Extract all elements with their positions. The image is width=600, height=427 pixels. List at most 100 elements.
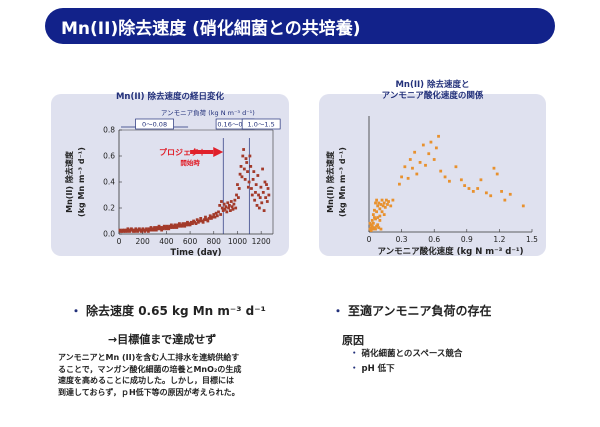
data-point	[484, 191, 488, 195]
data-point	[257, 206, 261, 210]
left-chart-title: Mn(II) 除去速度の経日変化	[115, 92, 225, 102]
x-tick-label: 0	[367, 235, 372, 244]
data-point	[133, 230, 137, 233]
data-point	[382, 201, 386, 205]
data-point	[252, 170, 256, 173]
data-point	[448, 179, 451, 183]
data-point	[492, 166, 496, 170]
paragraph-line: ることで，マンガン酸化細菌の培養とMnO₂の生成	[58, 364, 242, 374]
data-point	[398, 182, 401, 186]
data-point	[146, 230, 150, 233]
data-point	[500, 190, 503, 193]
data-point	[378, 219, 382, 222]
data-point	[225, 210, 229, 214]
left-bullet-text: 除去速度 0.65 kg Mn m⁻³ d⁻¹	[86, 304, 266, 318]
data-point	[246, 185, 250, 189]
data-point	[220, 206, 224, 210]
data-point	[262, 209, 266, 212]
left-chart-panel: Mn(II) 除去速度の経日変化 0 200 400 600 800 1000 1200 0.…	[51, 92, 289, 256]
data-point	[381, 204, 385, 208]
data-point	[232, 202, 236, 206]
data-point	[212, 213, 216, 216]
data-point	[242, 148, 246, 151]
data-point	[214, 211, 218, 215]
data-point	[443, 175, 447, 179]
data-point	[254, 191, 257, 194]
project-arrow-head-icon	[213, 147, 224, 157]
y-axis-label-line2: (kg Mn m⁻³ d⁻¹)	[77, 147, 86, 217]
data-point	[476, 187, 480, 190]
x-tick-label: 200	[136, 237, 151, 246]
data-point	[241, 154, 245, 158]
x-tick-label: 1200	[252, 237, 271, 246]
data-point	[175, 226, 179, 229]
data-point	[471, 190, 475, 193]
data-point	[231, 207, 235, 211]
data-point	[169, 226, 172, 229]
data-point	[164, 227, 168, 231]
data-point	[201, 220, 205, 224]
data-point	[479, 178, 483, 182]
x-axis-label: アンモニア酸化速度 (kg N m⁻³ d⁻¹)	[378, 246, 524, 256]
data-point	[234, 206, 238, 210]
x-tick-label: 0.9	[461, 235, 473, 244]
data-point	[369, 229, 373, 232]
data-point	[167, 227, 171, 231]
data-point	[162, 227, 165, 231]
right-item-1: ・硝化細菌とのスペース競合	[350, 347, 462, 359]
data-point	[229, 200, 233, 203]
data-point	[194, 222, 198, 225]
paragraph-line: 到達しておらず，ｐH低下等の原因が考えられた。	[58, 387, 240, 397]
data-point	[178, 222, 181, 225]
paragraph-line: アンモニアとMn (II)を含む人工排水を連続供給す	[58, 353, 240, 362]
data-point	[437, 134, 440, 138]
y-tick-label: 0.2	[103, 204, 115, 213]
y-tick-label: 0.6	[103, 152, 115, 161]
data-point	[439, 169, 443, 173]
data-point	[215, 214, 219, 218]
data-point	[406, 176, 410, 180]
load-period-label: 1.0〜1.5	[248, 121, 275, 129]
data-point	[267, 193, 271, 197]
data-point	[211, 215, 214, 219]
data-point	[255, 204, 259, 207]
x-tick-label: 1.5	[526, 235, 538, 244]
data-point	[251, 178, 255, 181]
data-point	[169, 223, 173, 227]
data-point	[375, 224, 379, 228]
data-point	[245, 161, 249, 164]
data-point	[242, 167, 246, 171]
data-point	[157, 224, 161, 228]
data-point	[247, 180, 251, 184]
data-point	[240, 175, 244, 179]
data-point	[198, 219, 201, 223]
data-point	[218, 204, 222, 207]
data-point	[376, 223, 380, 227]
data-point	[188, 223, 192, 227]
right-chart-title-line2: アンモニア酸化速度の関係	[381, 91, 484, 101]
x-tick-label: 800	[207, 237, 222, 246]
data-point	[249, 165, 253, 168]
data-point	[248, 154, 252, 158]
data-point	[383, 205, 387, 209]
data-point	[253, 198, 257, 202]
data-point	[224, 205, 228, 209]
load-title: アンモニア負荷 (kg N m⁻³ d⁻¹)	[161, 108, 255, 117]
data-point	[495, 172, 499, 176]
left-arrow-text: →目標値まで達成せず	[108, 333, 217, 346]
data-point	[380, 198, 384, 202]
project-label-2: 開始時	[180, 158, 200, 167]
bullet-dot-icon: ・	[350, 349, 359, 359]
data-point	[373, 208, 376, 212]
data-point	[152, 228, 155, 232]
data-point	[186, 220, 189, 224]
load-period-box	[135, 118, 174, 130]
data-point	[207, 217, 211, 220]
y-tick-label: 0.0	[103, 230, 115, 239]
data-point	[373, 226, 376, 230]
left-bullet: ・除去速度 0.65 kg Mn m⁻³ d⁻¹	[70, 302, 266, 319]
x-tick-label: 0.3	[396, 235, 408, 244]
x-tick-label: 600	[183, 237, 198, 246]
load-period-label: 0〜0.08	[142, 121, 167, 129]
